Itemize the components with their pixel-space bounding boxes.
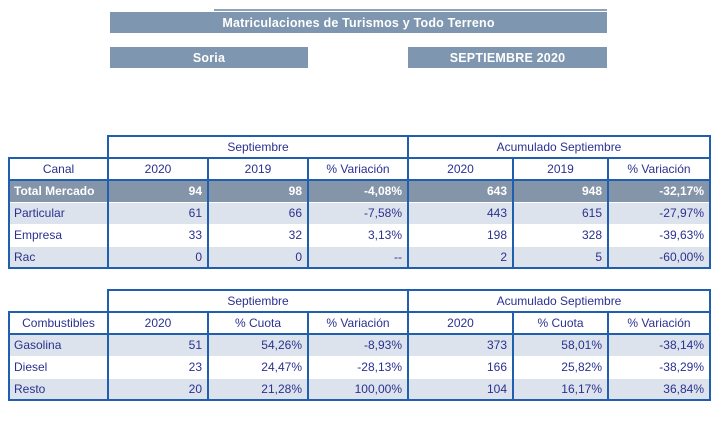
table-cell: -38,29% [607,356,711,379]
table-cell: 948 [512,180,609,203]
group-header-row: Septiembre Acumulado Septiembre [9,289,711,313]
row-label: Empresa [8,224,109,247]
table-cell: 36,84% [607,378,711,401]
combustibles-table: Septiembre Acumulado Septiembre Combusti… [8,289,711,401]
top-divider-line [214,9,607,11]
table-cell: -39,63% [607,224,711,247]
table-cell: -8,93% [307,334,409,357]
group-header-acumulado: Acumulado Septiembre [407,289,711,313]
column-header-acum-variacion: % Variación [607,157,711,181]
table-row-resto: Resto 20 21,28% 100,00% 104 16,17% 36,84… [8,378,711,401]
region-bar: Soria [110,47,308,68]
table-cell: 643 [407,180,514,203]
table-cell: 3,13% [307,224,409,247]
table-row-diesel: Diesel 23 24,47% -28,13% 166 25,82% -38,… [8,356,711,379]
region-label: Soria [192,50,226,65]
group-header-septiembre: Septiembre [107,289,409,313]
table-cell: 104 [407,378,514,401]
table-cell: 51 [107,334,209,357]
table-cell: -27,97% [607,202,711,225]
report-title-bar: Matriculaciones de Turismos y Todo Terre… [110,12,607,33]
table-cell: -32,17% [607,180,711,203]
table-row-rac: Rac 0 0 -- 2 5 -60,00% [8,246,711,269]
table-cell: 32 [207,224,309,247]
table-cell: 100,00% [307,378,409,401]
table-cell: 24,47% [207,356,309,379]
table-cell: 0 [107,246,209,269]
table-cell: 16,17% [512,378,609,401]
column-header-variacion: % Variación [307,157,409,181]
column-header-2020: 2020 [107,311,209,335]
table-cell: 94 [107,180,209,203]
column-header-2020: 2020 [107,157,209,181]
table-row-total-mercado: Total Mercado 94 98 -4,08% 643 948 -32,1… [8,180,711,203]
corner-spacer [9,290,108,312]
column-header-acum-2020: 2020 [407,311,514,335]
table-row-particular: Particular 61 66 -7,58% 443 615 -27,97% [8,202,711,225]
table-cell: 20 [107,378,209,401]
table-cell: 58,01% [512,334,609,357]
row-label: Rac [8,246,109,269]
table-cell: 198 [407,224,514,247]
table-cell: 25,82% [512,356,609,379]
table-row-gasolina: Gasolina 51 54,26% -8,93% 373 58,01% -38… [8,334,711,357]
table-row-empresa: Empresa 33 32 3,13% 198 328 -39,63% [8,224,711,247]
table-cell: 23 [107,356,209,379]
table-cell: 373 [407,334,514,357]
table-cell: 615 [512,202,609,225]
table-cell: -28,13% [307,356,409,379]
period-label: SEPTIEMBRE 2020 [449,50,566,65]
table-cell: 5 [512,246,609,269]
row-label: Total Mercado [8,180,109,203]
column-header-canal: Canal [8,157,109,181]
column-header-acum-cuota: % Cuota [512,311,609,335]
table-cell: 33 [107,224,209,247]
table-cell: -7,58% [307,202,409,225]
column-header-cuota: % Cuota [207,311,309,335]
table-cell: 166 [407,356,514,379]
canal-table: Septiembre Acumulado Septiembre Canal 20… [8,135,711,269]
group-header-row: Septiembre Acumulado Septiembre [9,135,711,159]
column-header-acum-2019: 2019 [512,157,609,181]
table-cell: -60,00% [607,246,711,269]
table-cell: 0 [207,246,309,269]
column-header-acum-2020: 2020 [407,157,514,181]
row-label: Resto [8,378,109,401]
column-header-row: Canal 2020 2019 % Variación 2020 2019 % … [8,157,711,181]
table-cell: 98 [207,180,309,203]
table-cell: -38,14% [607,334,711,357]
report-title: Matriculaciones de Turismos y Todo Terre… [222,15,495,30]
table-cell: -- [307,246,409,269]
table-cell: 66 [207,202,309,225]
table-cell: 54,26% [207,334,309,357]
table-cell: -4,08% [307,180,409,203]
column-header-acum-variacion: % Variación [607,311,711,335]
column-header-variacion: % Variación [307,311,409,335]
group-header-septiembre: Septiembre [107,135,409,159]
column-header-2019: 2019 [207,157,309,181]
group-header-acumulado: Acumulado Septiembre [407,135,711,159]
column-header-combustibles: Combustibles [8,311,109,335]
period-bar: SEPTIEMBRE 2020 [408,47,607,68]
table-cell: 328 [512,224,609,247]
row-label: Particular [8,202,109,225]
table-cell: 443 [407,202,514,225]
row-label: Diesel [8,356,109,379]
table-cell: 21,28% [207,378,309,401]
column-header-row: Combustibles 2020 % Cuota % Variación 20… [8,311,711,335]
corner-spacer [9,136,108,158]
table-cell: 2 [407,246,514,269]
table-cell: 61 [107,202,209,225]
row-label: Gasolina [8,334,109,357]
